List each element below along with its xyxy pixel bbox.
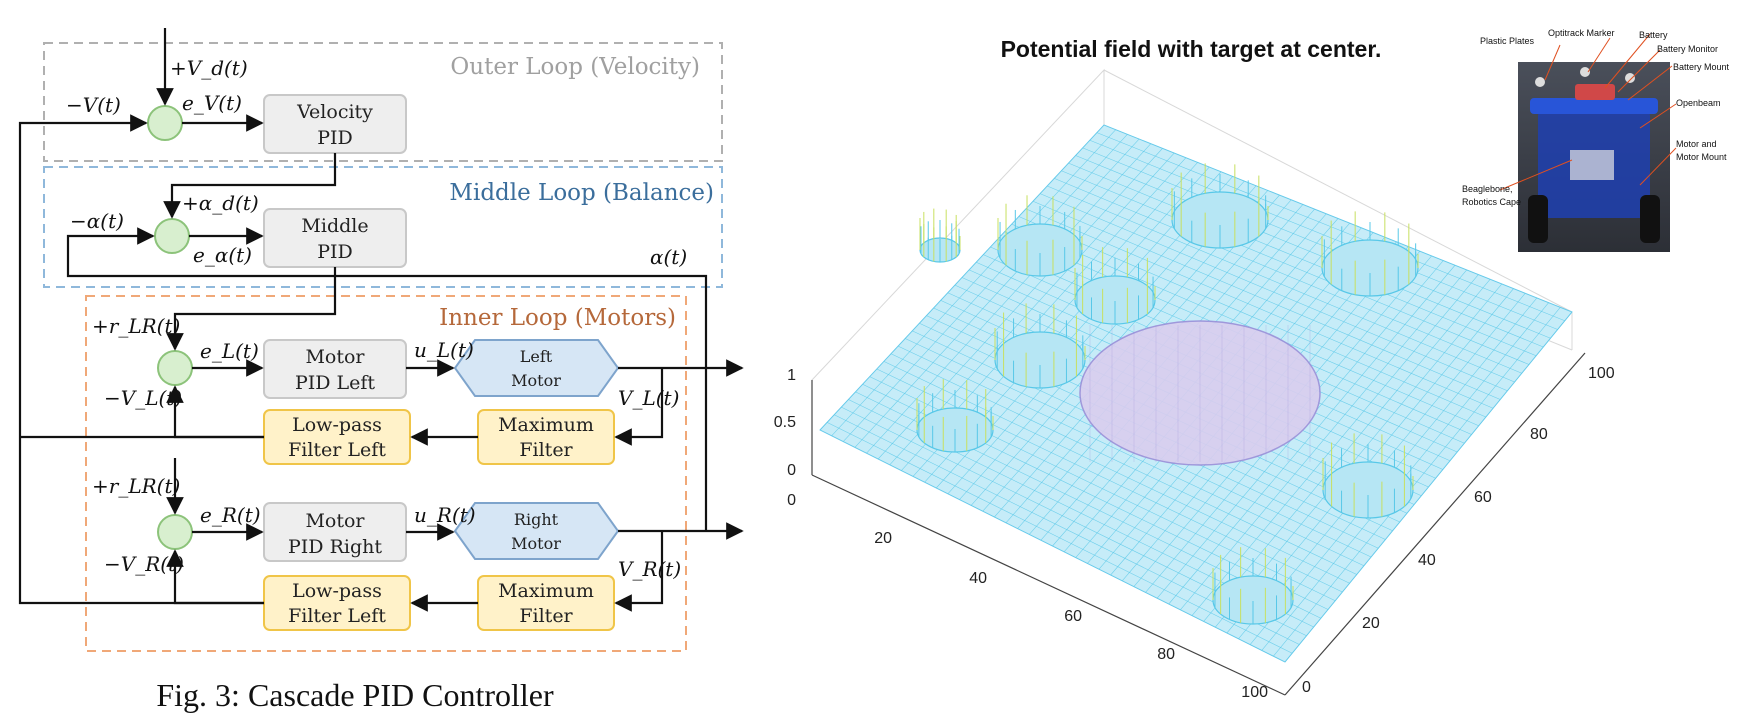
photo-label-battery-monitor: Battery Monitor <box>1657 44 1718 54</box>
robot-wheel-right <box>1640 195 1660 243</box>
max-filter-2-line1: Maximum <box>498 580 594 602</box>
figure-caption: Fig. 3: Cascade PID Controller <box>156 677 554 713</box>
label-vr: V_R(t) <box>618 557 681 581</box>
left-motor-line1: Left <box>520 347 553 366</box>
lowpass-1-line2: Filter Left <box>288 439 386 461</box>
motor-pid-right-line1: Motor <box>305 510 365 532</box>
outer-loop-frame <box>43 42 723 162</box>
y-tick-100: 100 <box>1588 365 1615 382</box>
right-motor-hex <box>453 502 620 560</box>
label-ul: u_L(t) <box>414 338 474 362</box>
x-tick-60: 60 <box>1064 608 1082 625</box>
target-basin-mesh <box>1089 325 1311 462</box>
photo-label-plastic-plates: Plastic Plates <box>1480 36 1535 46</box>
motor-pid-left-line1: Motor <box>305 346 365 368</box>
label-e-alpha: e_α(t) <box>193 243 252 267</box>
middle-pid-line1: Middle <box>301 215 368 237</box>
robot-marker-2 <box>1625 73 1635 83</box>
robot-wheel-left <box>1528 195 1548 243</box>
obstacle-rings <box>916 163 1419 625</box>
z-tick-0: 0 <box>787 462 796 479</box>
x-tick-0: 0 <box>787 492 796 509</box>
photo-callout-lines <box>1499 33 1677 191</box>
photo-label-robotics-cape: Robotics Cape <box>1462 197 1521 207</box>
x-tick-40: 40 <box>969 570 987 587</box>
right-motor-line2: Motor <box>511 534 561 553</box>
label-neg-v: −V(t) <box>66 93 121 117</box>
potential-field-plot: Potential field with target at center. 1… <box>774 36 1615 701</box>
sum-junction-velocity <box>147 105 183 141</box>
photo-label-battery: Battery <box>1639 30 1668 40</box>
label-er: e_R(t) <box>200 503 261 527</box>
z-tick-1: 1 <box>787 367 796 384</box>
label-alpha: α(t) <box>650 245 687 269</box>
middle-loop-title: Middle Loop (Balance) <box>449 180 714 206</box>
sum-junction-right <box>157 514 193 550</box>
inner-loop-title: Inner Loop (Motors) <box>439 305 676 331</box>
x-tick-20: 20 <box>874 530 892 547</box>
label-vl: V_L(t) <box>618 386 679 410</box>
label-ur: u_R(t) <box>414 503 476 527</box>
photo-label-openbeam: Openbeam <box>1676 98 1721 108</box>
motor-pid-right-line2: PID Right <box>288 536 382 558</box>
middle-pid-line2: PID <box>317 241 353 263</box>
cascade-pid-diagram: Outer Loop (Velocity) Middle Loop (Balan… <box>18 28 744 713</box>
robot-plate <box>1530 98 1658 114</box>
motor-pid-left-line2: PID Left <box>295 372 375 394</box>
velocity-pid-line2: PID <box>317 127 353 149</box>
y-tick-40: 40 <box>1418 552 1436 569</box>
robot-battery <box>1575 84 1615 100</box>
x-tick-80: 80 <box>1157 646 1175 663</box>
lowpass-1-line1: Low-pass <box>292 414 382 436</box>
label-vd: +V_d(t) <box>170 56 248 80</box>
max-filter-2-line2: Filter <box>519 605 573 627</box>
label-el: e_L(t) <box>200 339 259 363</box>
photo-label-optitrack: Optitrack Marker <box>1548 28 1615 38</box>
label-neg-vl: −V_L(t) <box>104 386 182 410</box>
z-tick-0-5: 0.5 <box>774 414 796 431</box>
middle-loop-frame <box>43 166 723 288</box>
photo-label-motor-and: Motor and <box>1676 139 1717 149</box>
robot-marker-3 <box>1580 67 1590 77</box>
robot-marker-1 <box>1535 77 1545 87</box>
plot-title: Potential field with target at center. <box>1001 36 1382 62</box>
lowpass-2-line2: Filter Left <box>288 605 386 627</box>
photo-label-battery-mount: Battery Mount <box>1673 62 1730 72</box>
label-neg-vr: −V_R(t) <box>104 552 184 576</box>
max-filter-1-line2: Filter <box>519 439 573 461</box>
sum-junction-left <box>157 350 193 386</box>
label-ev: e_V(t) <box>182 91 242 115</box>
y-tick-20: 20 <box>1362 615 1380 632</box>
robot-beaglebone <box>1570 150 1614 180</box>
outer-loop-title: Outer Loop (Velocity) <box>450 54 700 80</box>
plot-axis-lines <box>811 352 1586 696</box>
label-r-lr-2: +r_LR(t) <box>92 474 180 498</box>
lowpass-2-line1: Low-pass <box>292 580 382 602</box>
left-motor-line2: Motor <box>511 371 561 390</box>
label-r-lr-1: +r_LR(t) <box>92 314 180 338</box>
photo-label-motor-mount: Motor Mount <box>1676 152 1727 162</box>
x-tick-100: 100 <box>1241 684 1268 701</box>
max-filter-1-line1: Maximum <box>498 414 594 436</box>
sum-junction-balance <box>154 218 190 254</box>
signal-wires <box>18 28 744 612</box>
label-alpha-d: +α_d(t) <box>182 191 259 215</box>
y-tick-0: 0 <box>1302 679 1311 696</box>
robot-photo-inset: Plastic Plates Optitrack Marker Battery … <box>1462 28 1730 252</box>
label-neg-alpha: −α(t) <box>70 209 124 233</box>
y-tick-80: 80 <box>1530 426 1548 443</box>
photo-label-beaglebone: Beaglebone, <box>1462 184 1513 194</box>
left-motor-hex <box>453 339 620 397</box>
right-motor-line1: Right <box>514 510 559 529</box>
velocity-pid-line1: Velocity <box>296 101 373 123</box>
inner-loop-frame <box>85 295 687 652</box>
y-tick-60: 60 <box>1474 489 1492 506</box>
